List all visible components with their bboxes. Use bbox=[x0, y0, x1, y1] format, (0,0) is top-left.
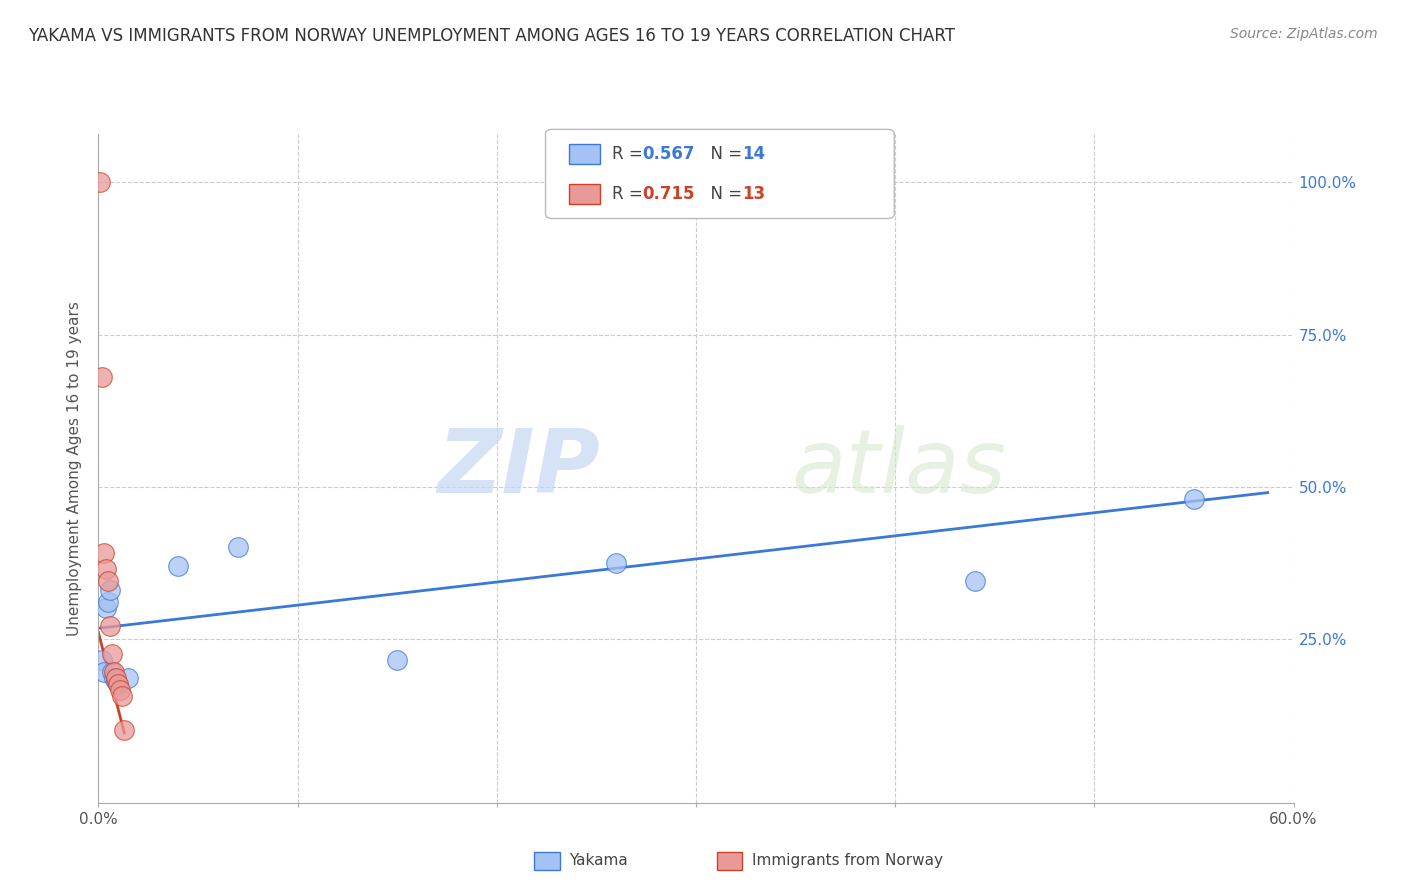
Point bbox=[112, 723, 135, 737]
Y-axis label: Unemployment Among Ages 16 to 19 years: Unemployment Among Ages 16 to 19 years bbox=[67, 301, 83, 636]
Point bbox=[101, 647, 124, 661]
Point bbox=[107, 677, 129, 691]
Point bbox=[101, 665, 124, 679]
Text: Immigrants from Norway: Immigrants from Norway bbox=[752, 854, 943, 868]
Text: 0.715: 0.715 bbox=[643, 185, 695, 203]
Point bbox=[89, 176, 111, 190]
Point bbox=[100, 582, 122, 597]
Point bbox=[105, 674, 128, 689]
Point bbox=[97, 595, 120, 609]
Point bbox=[963, 574, 986, 588]
Text: R =: R = bbox=[612, 145, 648, 163]
Point bbox=[96, 562, 118, 576]
Text: 13: 13 bbox=[742, 185, 765, 203]
Point bbox=[110, 683, 132, 698]
Point bbox=[93, 546, 115, 560]
Point bbox=[605, 556, 627, 570]
Point bbox=[117, 671, 139, 685]
Text: YAKAMA VS IMMIGRANTS FROM NORWAY UNEMPLOYMENT AMONG AGES 16 TO 19 YEARS CORRELAT: YAKAMA VS IMMIGRANTS FROM NORWAY UNEMPLO… bbox=[28, 27, 955, 45]
Text: Source: ZipAtlas.com: Source: ZipAtlas.com bbox=[1230, 27, 1378, 41]
Text: R =: R = bbox=[612, 185, 648, 203]
Text: N =: N = bbox=[700, 185, 748, 203]
Point bbox=[1182, 491, 1205, 506]
Text: ZIP: ZIP bbox=[437, 425, 600, 512]
Text: atlas: atlas bbox=[792, 425, 1007, 511]
Point bbox=[103, 665, 125, 679]
Point bbox=[96, 601, 118, 615]
Point bbox=[100, 619, 122, 633]
Point bbox=[105, 671, 128, 685]
Point bbox=[111, 690, 134, 704]
Point bbox=[107, 677, 129, 691]
Text: 0.567: 0.567 bbox=[643, 145, 695, 163]
Point bbox=[167, 558, 190, 573]
Point bbox=[93, 665, 115, 679]
Point bbox=[97, 574, 120, 588]
Point bbox=[226, 541, 249, 555]
Point bbox=[91, 653, 114, 667]
Text: N =: N = bbox=[700, 145, 748, 163]
Point bbox=[385, 653, 409, 667]
Text: 14: 14 bbox=[742, 145, 765, 163]
Point bbox=[103, 671, 125, 685]
Point bbox=[91, 370, 114, 384]
Text: Yakama: Yakama bbox=[569, 854, 628, 868]
